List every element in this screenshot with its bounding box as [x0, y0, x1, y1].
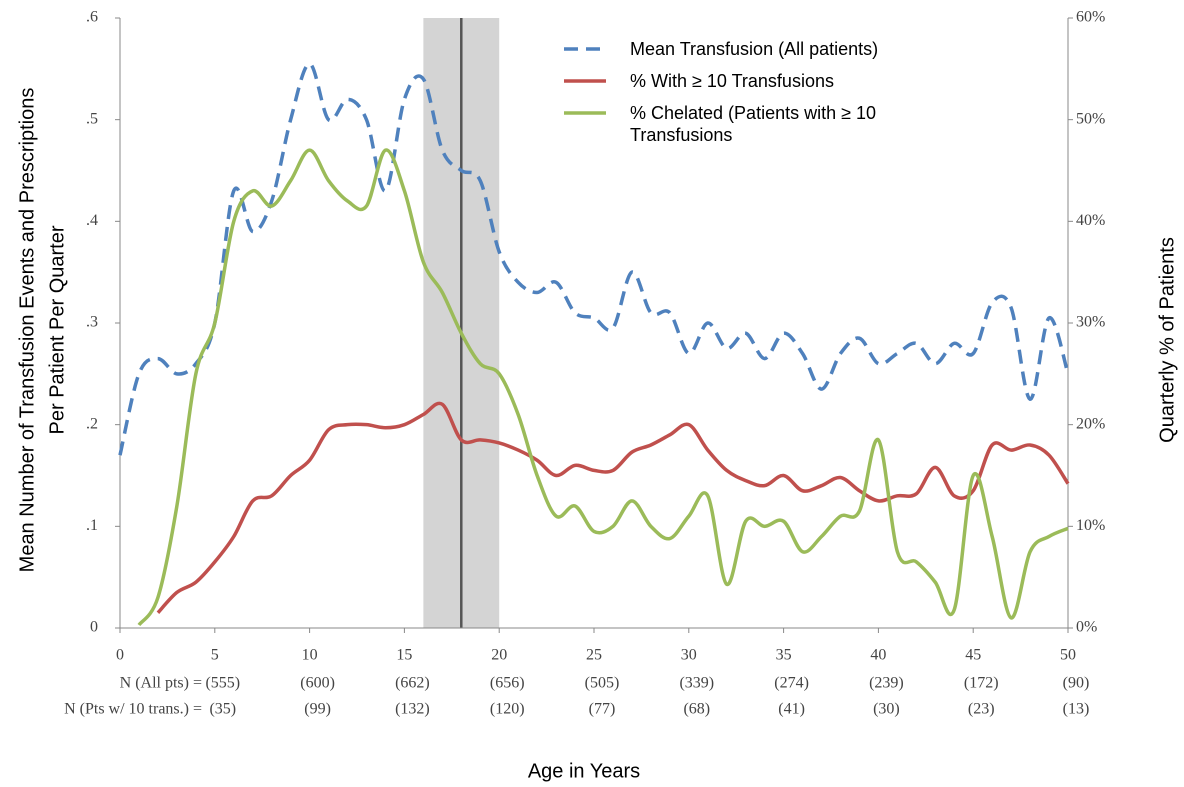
n-row-value: (68) — [683, 701, 710, 718]
n-row-value: (77) — [589, 701, 616, 718]
y-tick-label: .3 — [86, 314, 98, 331]
x-tick-label: 25 — [586, 647, 602, 664]
y2-tick-label: 30% — [1076, 314, 1105, 331]
y2-tick-label: 50% — [1076, 110, 1105, 127]
n-row-value: (505) — [585, 675, 620, 692]
n-row-value: (656) — [490, 675, 525, 692]
x-tick-label: 45 — [965, 647, 981, 664]
n-row-value: (120) — [490, 701, 525, 718]
y2-tick-label: 10% — [1076, 517, 1105, 534]
n-row-value: (23) — [968, 701, 995, 718]
legend-swatch — [564, 111, 606, 115]
x-tick-label: 30 — [681, 647, 697, 664]
y-tick-label: .2 — [86, 415, 98, 432]
y-tick-label: 0 — [90, 619, 98, 636]
legend-item: Mean Transfusion (All patients) — [562, 38, 962, 60]
series-line — [137, 148, 1069, 627]
legend-swatch — [564, 79, 606, 83]
x-tick-label: 0 — [116, 647, 124, 664]
x-tick-label: 10 — [302, 647, 318, 664]
y-axis-label: Per Patient Per Quarter — [46, 225, 68, 434]
n-row-value: (35) — [209, 701, 236, 718]
x-tick-label: 35 — [776, 647, 792, 664]
series-line — [156, 401, 1070, 614]
legend-label: Mean Transfusion (All patients) — [630, 39, 879, 59]
n-row-value: (274) — [774, 675, 809, 692]
n-row-value: (99) — [304, 701, 331, 718]
x-axis-label: Age in Years — [528, 760, 640, 782]
y-tick-label: .5 — [86, 110, 98, 127]
y2-tick-label: 40% — [1076, 212, 1105, 229]
y2-axis-label: Quarterly % of Patients — [1156, 237, 1178, 443]
y2-tick-label: 60% — [1076, 9, 1105, 26]
legend-label: % Chelated (Patients with ≥ 10 Transfusi… — [630, 103, 877, 145]
y2-tick-label: 20% — [1076, 415, 1105, 432]
x-tick-label: 15 — [396, 647, 412, 664]
n-row-value: (555) — [205, 675, 240, 692]
n-row-value: (662) — [395, 675, 430, 692]
legend-item: % With ≥ 10 Transfusions — [562, 70, 962, 92]
y-tick-label: .4 — [86, 212, 98, 229]
y-tick-label: .1 — [86, 517, 98, 534]
legend-item: % Chelated (Patients with ≥ 10 Transfusi… — [562, 102, 962, 146]
legend-label: % With ≥ 10 Transfusions — [630, 71, 834, 91]
x-tick-label: 5 — [211, 647, 219, 664]
n-row-value: (30) — [873, 701, 900, 718]
n-row-value: (172) — [964, 675, 999, 692]
n-row-value: (13) — [1063, 701, 1090, 718]
n-row-label: N (Pts w/ 10 trans.) = — [64, 701, 202, 718]
legend: Mean Transfusion (All patients) % With ≥ … — [562, 38, 962, 156]
y-axis-label: Mean Number of Transfusion Events and Pr… — [16, 88, 38, 573]
n-row-value: (600) — [300, 675, 335, 692]
x-tick-label: 50 — [1060, 647, 1076, 664]
series-line — [118, 62, 1070, 456]
y-tick-label: .6 — [86, 9, 98, 26]
n-row-value: (339) — [679, 675, 714, 692]
x-tick-label: 40 — [870, 647, 886, 664]
n-row-value: (132) — [395, 701, 430, 718]
n-row-value: (239) — [869, 675, 904, 692]
y2-tick-label: 0% — [1076, 619, 1097, 636]
legend-swatch — [564, 47, 606, 51]
n-row-label: N (All pts) = — [120, 675, 202, 692]
x-tick-label: 20 — [491, 647, 507, 664]
n-row-value: (41) — [778, 701, 805, 718]
n-row-value: (90) — [1063, 675, 1090, 692]
